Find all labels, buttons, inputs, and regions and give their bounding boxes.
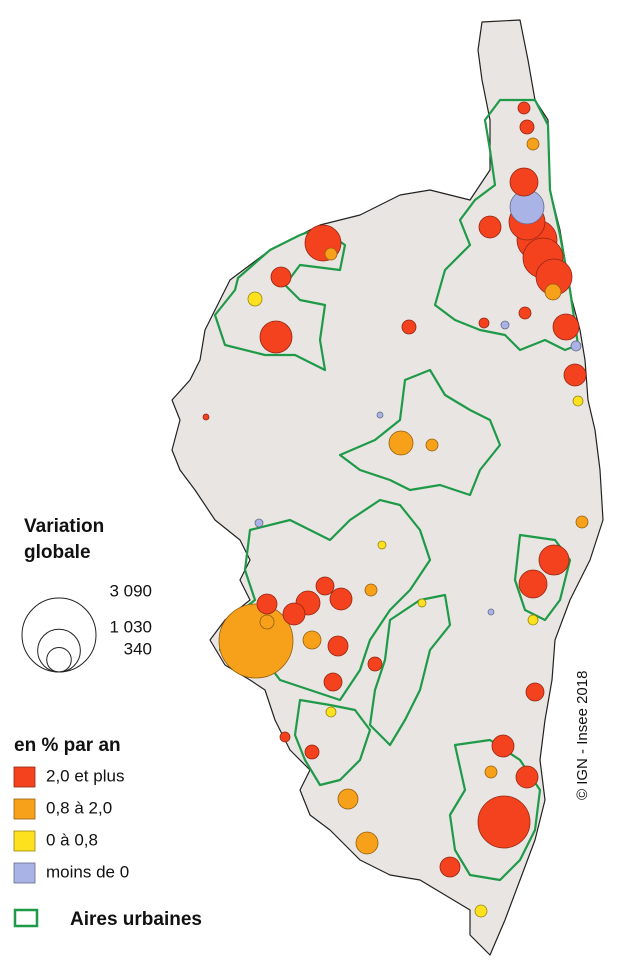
commune-circle <box>302 630 322 650</box>
commune-circle <box>417 598 427 608</box>
commune-circle <box>218 603 294 679</box>
commune-circle <box>487 608 495 616</box>
commune-circle <box>247 291 263 307</box>
legend-swatch <box>13 862 36 884</box>
commune-circle <box>525 682 545 702</box>
commune-circle <box>552 313 580 341</box>
color-legend-title: en % par an <box>14 735 121 756</box>
commune-circle <box>259 320 293 354</box>
commune-circle <box>425 438 439 452</box>
legend-label: 2,0 et plus <box>46 766 124 785</box>
legend-swatch <box>13 830 36 852</box>
size-legend-label: 1 030 <box>109 617 152 636</box>
urban-area <box>338 368 502 497</box>
urban-area <box>433 98 580 352</box>
size-legend-label: 3 090 <box>109 581 152 600</box>
commune-circle <box>202 413 210 421</box>
commune-circle <box>325 706 337 718</box>
commune-circle <box>515 765 539 789</box>
commune-circle <box>572 395 584 407</box>
size-legend-label: 340 <box>124 639 152 658</box>
size-legend-circle <box>46 646 72 673</box>
commune-circle <box>575 515 589 529</box>
commune-circle <box>478 317 490 329</box>
commune-circle <box>279 731 291 743</box>
commune-circle <box>304 744 320 760</box>
commune-circle <box>527 614 539 626</box>
commune-circle <box>327 635 349 657</box>
commune-circle <box>500 320 510 330</box>
commune-circle <box>518 306 532 320</box>
commune-circle <box>388 430 414 456</box>
commune-circle <box>526 137 540 151</box>
legend-label: 0 à 0,8 <box>46 830 98 849</box>
commune-circle <box>544 283 562 301</box>
size-legend-circle <box>37 628 81 673</box>
commune-circle <box>367 656 383 672</box>
commune-circle <box>259 614 275 630</box>
urban-area <box>368 593 452 747</box>
island <box>171 19 604 956</box>
color-legend: 2,0 et plus 0,8 à 2,0 0 à 0,8 moins de 0 <box>13 766 129 884</box>
commune-circle <box>401 319 417 335</box>
commune-circle <box>517 101 531 115</box>
commune-circle <box>478 215 502 239</box>
commune-circle <box>538 544 570 576</box>
legend-label: 0,8 à 2,0 <box>46 798 112 817</box>
urban-area <box>513 533 572 622</box>
legend-swatch <box>13 766 36 788</box>
commune-circle <box>518 569 548 599</box>
urban-legend-label: Aires urbaines <box>70 909 202 930</box>
size-legend-title: Variation <box>24 516 104 537</box>
commune-circle <box>337 788 359 810</box>
commune-circle <box>256 593 278 615</box>
commune-circle <box>364 583 378 597</box>
commune-circle <box>491 734 515 758</box>
commune-circle <box>323 672 343 692</box>
communes <box>202 101 589 918</box>
commune-circle <box>439 856 461 878</box>
commune-circle <box>377 540 387 550</box>
size-legend-title: globale <box>24 542 91 563</box>
size-legend: 3 090 1 030 340 <box>21 581 152 673</box>
commune-circle <box>570 340 582 352</box>
urban-swatch <box>13 908 39 928</box>
commune-circle <box>477 795 531 849</box>
credit: © IGN - Insee 2018 <box>574 671 591 800</box>
commune-circle <box>254 518 264 528</box>
size-legend-circle <box>21 597 97 673</box>
urban-area <box>448 738 542 882</box>
commune-circle <box>315 576 335 596</box>
commune-circle <box>270 266 292 288</box>
commune-circle <box>324 247 338 261</box>
commune-circle <box>329 587 353 611</box>
commune-circle <box>282 602 306 626</box>
commune-circle <box>509 167 539 197</box>
commune-circle <box>484 765 498 779</box>
legend-swatch <box>13 798 36 820</box>
commune-circle <box>474 904 488 918</box>
commune-circle <box>563 363 587 387</box>
urban-area <box>293 698 372 787</box>
commune-circle <box>519 119 535 135</box>
legend-label: moins de 0 <box>46 862 129 881</box>
commune-circle <box>376 411 384 419</box>
commune-circle <box>355 831 379 855</box>
